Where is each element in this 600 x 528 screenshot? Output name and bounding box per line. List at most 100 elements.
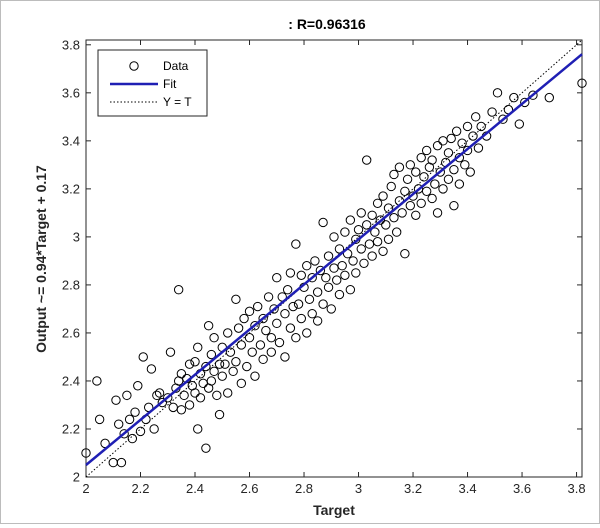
data-point [310, 256, 320, 266]
data-point [119, 429, 129, 439]
data-point [476, 121, 486, 132]
data-point [223, 328, 233, 338]
data-point [261, 325, 271, 336]
x-tick-label: 3.6 [513, 481, 531, 496]
data-point [293, 299, 304, 309]
data-point [520, 97, 530, 108]
data-point [449, 164, 459, 175]
data-point [359, 258, 369, 269]
data-point [345, 285, 356, 295]
data-point [94, 414, 105, 425]
legend: Data Fit Y = T [97, 49, 208, 117]
y-tick-label: 3.8 [62, 37, 80, 52]
data-point [231, 357, 241, 367]
data-point [116, 457, 127, 468]
data-point [326, 304, 336, 314]
data-point [236, 378, 247, 389]
data-point [340, 270, 350, 281]
legend-label-identity: Y = T [163, 95, 192, 109]
data-point [203, 321, 214, 331]
data-point [332, 275, 342, 285]
data-point [190, 357, 200, 367]
data-point [307, 309, 317, 319]
data-point [457, 138, 467, 148]
data-point [356, 244, 366, 254]
data-point [250, 371, 260, 381]
chart-title: : R=0.96316 [288, 16, 366, 32]
data-point [427, 193, 437, 204]
data-point [154, 388, 165, 398]
data-point [370, 227, 380, 237]
data-point [312, 287, 323, 297]
data-point [411, 210, 421, 220]
data-point [544, 92, 554, 103]
data-point [334, 289, 345, 300]
data-point [223, 388, 233, 398]
data-point [201, 361, 211, 372]
data-point [509, 92, 519, 103]
data-point [421, 186, 432, 196]
data-point [367, 251, 377, 261]
data-point [438, 184, 448, 194]
data-point [446, 133, 456, 144]
data-point [176, 369, 187, 379]
data-point [173, 285, 184, 295]
data-point [312, 316, 323, 326]
y-tick-label: 3.2 [62, 181, 80, 196]
data-point [149, 424, 159, 434]
x-tick-label: 2.2 [131, 481, 149, 496]
data-point [127, 433, 138, 444]
data-point [165, 347, 176, 357]
data-point [378, 246, 388, 256]
data-point [184, 400, 195, 410]
x-axis-ticks: 2 2.2 2.4 2.6 2.8 3 3.2 3.4 3.6 3.8 [82, 40, 586, 496]
data-point [304, 294, 315, 305]
data-point [362, 155, 372, 165]
data-point [209, 366, 219, 377]
data-point [266, 333, 277, 343]
data-point [190, 388, 200, 398]
data-point [400, 186, 410, 196]
x-tick-label: 3.4 [458, 481, 476, 496]
identity-line [85, 39, 583, 478]
y-tick-label: 3.6 [62, 85, 80, 100]
data-point [321, 273, 331, 283]
data-point [146, 364, 157, 374]
data-point [367, 210, 377, 220]
fit-lines [85, 39, 583, 478]
data-point [432, 140, 443, 151]
y-tick-label: 3 [73, 229, 80, 244]
data-point [460, 160, 470, 170]
x-tick-label: 3.2 [404, 481, 422, 496]
data-point [462, 121, 473, 132]
data-point [492, 88, 503, 98]
data-point [443, 174, 454, 184]
data-point [462, 145, 473, 156]
data-point [383, 234, 394, 244]
data-point [471, 112, 481, 122]
data-point [528, 90, 538, 100]
y-tick-label: 2.6 [62, 325, 80, 340]
data-point [239, 313, 249, 324]
data-point [247, 347, 257, 357]
data-point [430, 179, 440, 189]
data-point [206, 349, 217, 360]
data-point [92, 376, 102, 386]
data-point [291, 239, 301, 249]
data-point [231, 294, 241, 305]
data-point [451, 126, 462, 136]
legend-label-data: Data [163, 59, 189, 73]
data-point [195, 393, 206, 403]
data-point [193, 424, 203, 434]
data-point [152, 390, 162, 401]
data-point [323, 282, 334, 293]
data-point [416, 198, 426, 208]
data-point [340, 227, 350, 237]
data-point [432, 208, 443, 218]
legend-data-marker [129, 61, 139, 71]
data-point [514, 119, 525, 129]
legend-label-fit: Fit [163, 77, 177, 91]
data-point [157, 397, 168, 408]
data-point [272, 318, 282, 329]
